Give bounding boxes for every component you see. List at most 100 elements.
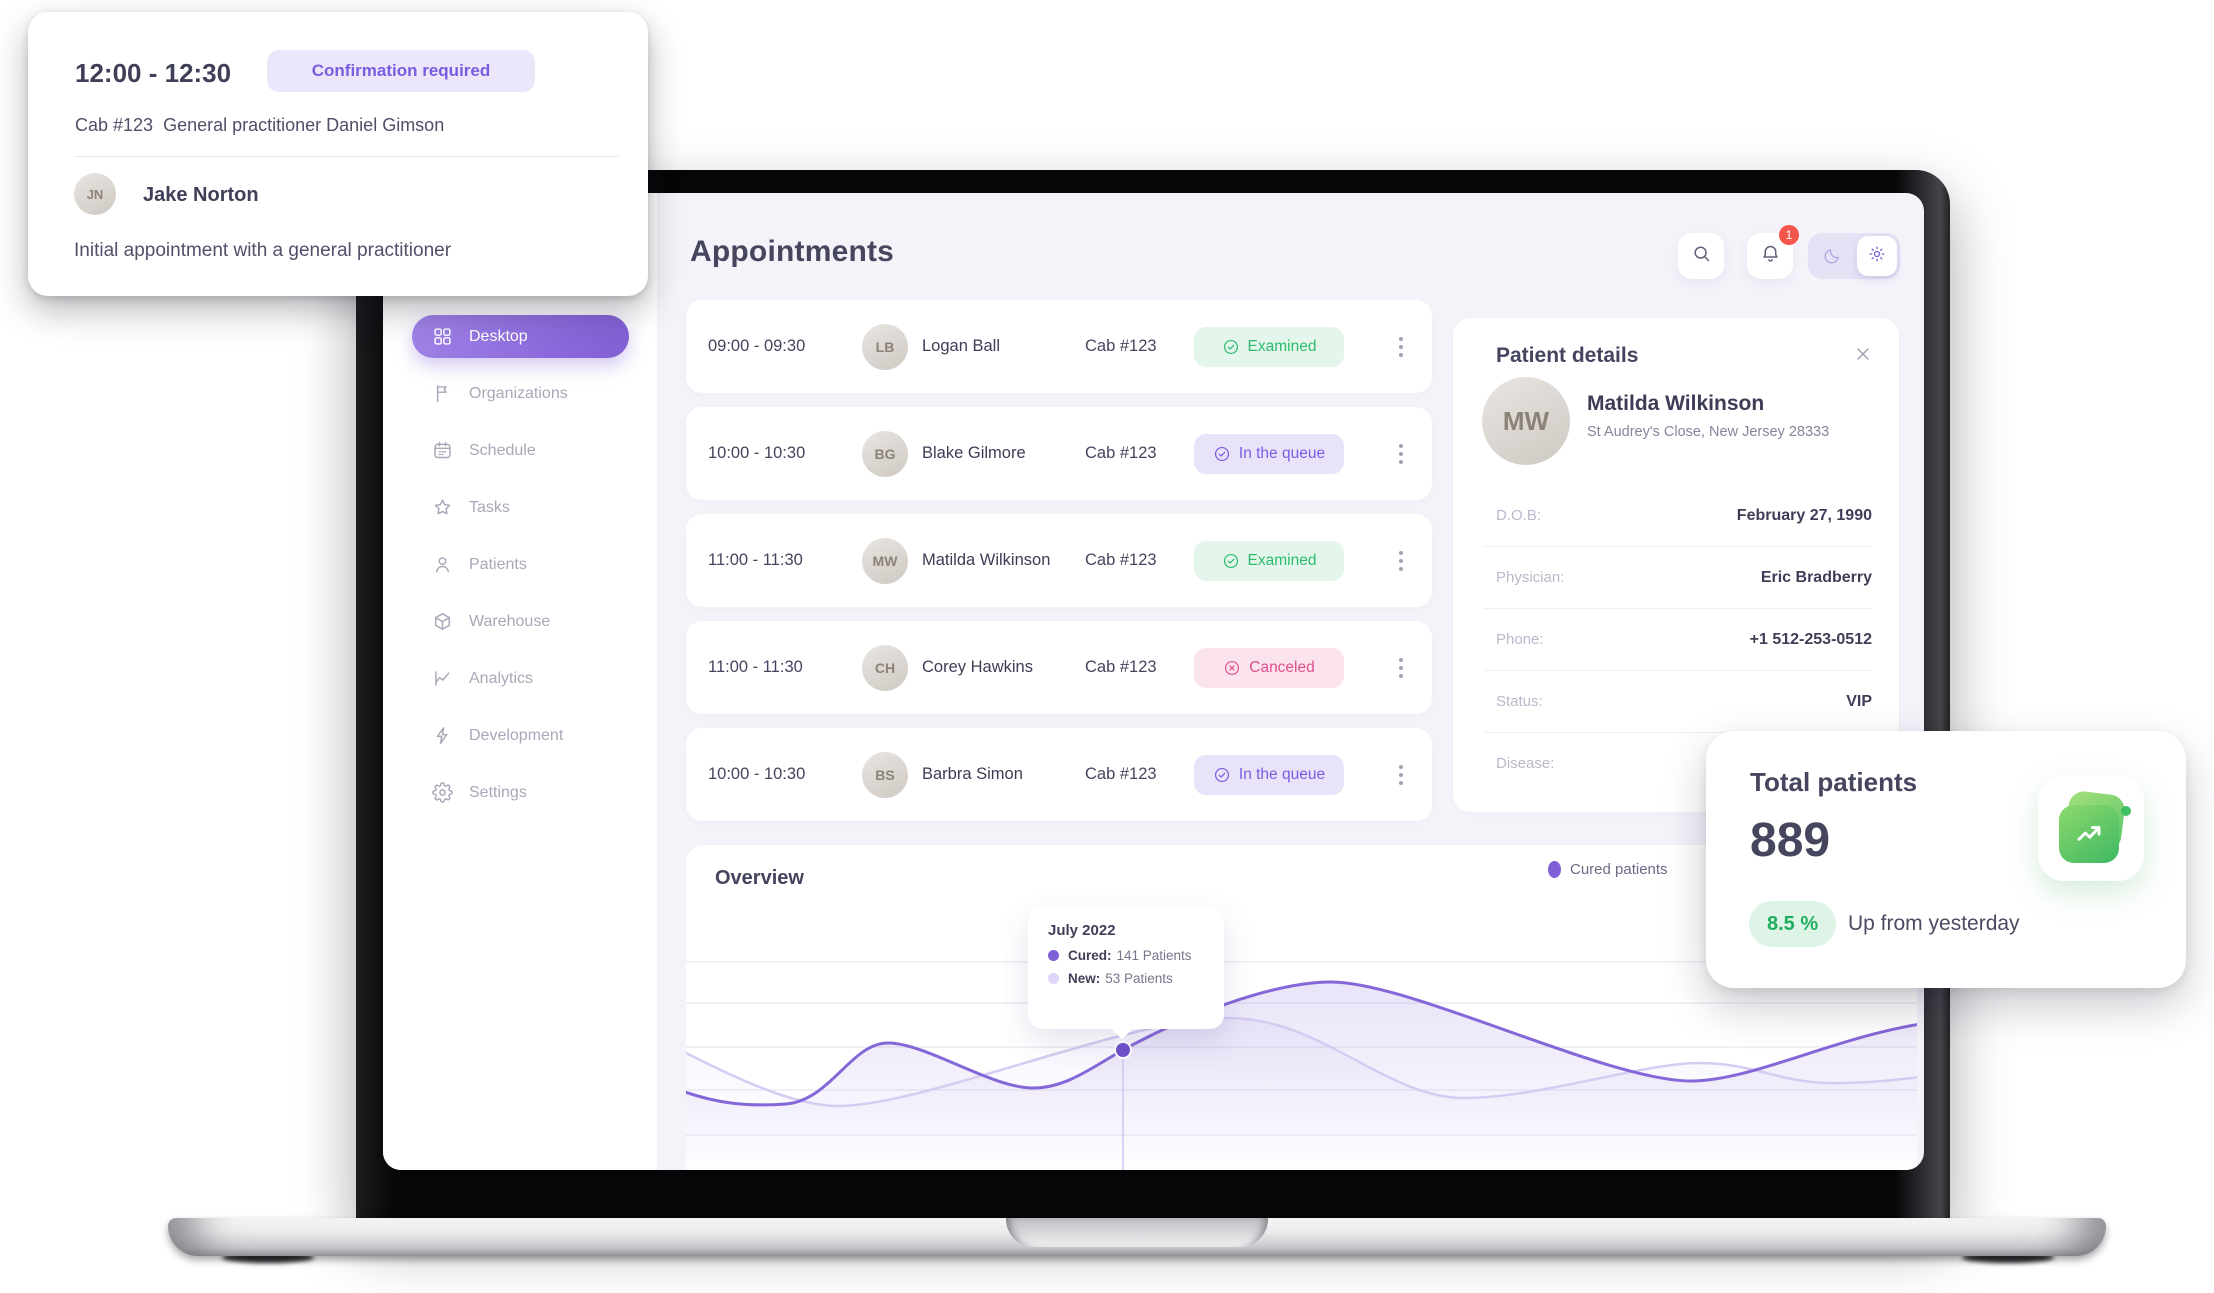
appointment-detail-card: 12:00 - 12:30 Confirmation required Cab … bbox=[28, 12, 648, 296]
cab-number: Cab #123 bbox=[1085, 658, 1157, 676]
sun-icon bbox=[1867, 244, 1887, 269]
sidebar-item-label: Desktop bbox=[469, 327, 528, 345]
flag-icon bbox=[432, 383, 453, 404]
check-circle-icon bbox=[1222, 338, 1240, 356]
sidebar-item-label: Settings bbox=[469, 783, 527, 801]
sidebar-item-patients[interactable]: Patients bbox=[383, 536, 657, 593]
patient-avatar: BG bbox=[862, 430, 908, 477]
patient-name: Barbra Simon bbox=[922, 765, 1023, 783]
patient-name: Corey Hawkins bbox=[922, 658, 1033, 676]
total-patients-card: Total patients 889 8.5 % Up from yesterd… bbox=[1706, 731, 2186, 988]
sidebar-item-label: Development bbox=[469, 726, 564, 744]
check-circle-icon bbox=[1213, 445, 1231, 463]
confirmation-badge: Confirmation required bbox=[267, 50, 535, 92]
laptop-foot bbox=[222, 1252, 314, 1263]
kebab-menu-icon[interactable] bbox=[1393, 545, 1409, 577]
appointment-time: 11:00 - 11:30 bbox=[708, 658, 803, 676]
sidebar-item-label: Analytics bbox=[469, 669, 534, 687]
grid-icon bbox=[432, 326, 453, 347]
search-icon bbox=[1691, 243, 1712, 269]
sidebar-item-label: Warehouse bbox=[469, 612, 551, 630]
calendar-icon bbox=[432, 440, 453, 461]
status-label: In the queue bbox=[1238, 765, 1326, 783]
appointment-time: 10:00 - 10:30 bbox=[708, 765, 806, 783]
check-circle-icon bbox=[1213, 766, 1231, 784]
sidebar-item-settings[interactable]: Settings bbox=[383, 764, 657, 821]
page-title: Appointments bbox=[690, 235, 895, 268]
chart-legend: Cured patients bbox=[1548, 861, 1668, 878]
sidebar-item-tasks[interactable]: Tasks bbox=[383, 479, 657, 536]
main-area: Appointments 1 bbox=[657, 193, 1924, 1170]
kebab-menu-icon[interactable] bbox=[1393, 759, 1409, 791]
field-value: February 27, 1990 bbox=[1736, 506, 1872, 524]
box-icon bbox=[432, 611, 453, 632]
status-label: Canceled bbox=[1249, 658, 1315, 676]
appointment-row[interactable]: 10:00 - 10:30 BG Blake Gilmore Cab #123 … bbox=[686, 407, 1432, 500]
appointment-location: Cab #123 General practitioner Daniel Gim… bbox=[75, 115, 444, 136]
sidebar-item-desktop[interactable]: Desktop bbox=[383, 308, 657, 365]
cab-number: Cab #123 bbox=[1085, 444, 1157, 462]
theme-toggle[interactable] bbox=[1808, 233, 1900, 279]
patient-field-row-status: Status: VIP bbox=[1483, 671, 1872, 733]
appointment-time: 10:00 - 10:30 bbox=[708, 444, 806, 462]
highlighted-point bbox=[1114, 1041, 1132, 1059]
cab-number: Cab #123 bbox=[75, 115, 154, 135]
star-icon bbox=[432, 497, 453, 518]
patient-field-row-d-o-b: D.O.B: February 27, 1990 bbox=[1483, 485, 1872, 547]
sidebar-item-schedule[interactable]: Schedule bbox=[383, 422, 657, 479]
sidebar-item-development[interactable]: Development bbox=[383, 707, 657, 764]
patient-name: Blake Gilmore bbox=[922, 444, 1026, 462]
status-badge: Examined bbox=[1194, 326, 1344, 367]
moon-icon[interactable] bbox=[1808, 247, 1854, 266]
cab-number: Cab #123 bbox=[1085, 337, 1157, 355]
sidebar-item-label: Tasks bbox=[469, 498, 510, 516]
field-value: VIP bbox=[1846, 692, 1872, 710]
patient-avatar: JN bbox=[74, 173, 116, 215]
legend-label: Cured patients bbox=[1570, 861, 1668, 878]
patient-field-row-phone: Phone: +1 512-253-0512 bbox=[1483, 609, 1872, 671]
kebab-menu-icon[interactable] bbox=[1393, 652, 1409, 684]
light-mode-button[interactable] bbox=[1857, 236, 1897, 276]
appointment-description: Initial appointment with a general pract… bbox=[74, 240, 452, 261]
total-patients-title: Total patients bbox=[1750, 767, 1918, 797]
patient-avatar: MW bbox=[1482, 377, 1570, 465]
bolt-icon bbox=[432, 725, 453, 746]
laptop-lid-notch bbox=[1006, 1218, 1268, 1247]
field-label: Disease: bbox=[1496, 755, 1555, 772]
sidebar-item-label: Patients bbox=[469, 555, 527, 573]
tooltip-dot bbox=[1048, 950, 1059, 961]
total-patients-value: 889 bbox=[1750, 814, 1831, 867]
appointment-time: 09:00 - 09:30 bbox=[708, 337, 806, 355]
legend-item-cured-patients: Cured patients bbox=[1548, 861, 1668, 878]
sidebar-item-organizations[interactable]: Organizations bbox=[383, 365, 657, 422]
kebab-menu-icon[interactable] bbox=[1393, 438, 1409, 470]
user-icon bbox=[432, 554, 453, 575]
header-actions: 1 bbox=[1678, 225, 1900, 279]
status-label: In the queue bbox=[1238, 444, 1326, 462]
notifications-button[interactable]: 1 bbox=[1747, 225, 1799, 279]
patient-avatar: CH bbox=[862, 644, 908, 691]
appointment-row[interactable]: 11:00 - 11:30 CH Corey Hawkins Cab #123 … bbox=[686, 621, 1432, 714]
appointment-row[interactable]: 10:00 - 10:30 BS Barbra Simon Cab #123 I… bbox=[686, 728, 1432, 821]
search-button[interactable] bbox=[1678, 233, 1724, 279]
laptop-foot bbox=[1962, 1252, 2054, 1263]
status-label: Examined bbox=[1247, 337, 1317, 355]
patient-avatar: BS bbox=[862, 751, 908, 798]
kebab-menu-icon[interactable] bbox=[1393, 331, 1409, 363]
dashboard: Desktop Organizations Schedule Tasks Pat… bbox=[383, 193, 1924, 1170]
appointment-time-range: 12:00 - 12:30 bbox=[75, 58, 232, 88]
delta-label: Up from yesterday bbox=[1848, 912, 2020, 935]
close-icon[interactable] bbox=[1853, 344, 1873, 364]
patient-address: St Audrey's Close, New Jersey 28333 bbox=[1587, 424, 1830, 440]
patient-name: Jake Norton bbox=[143, 184, 259, 206]
sidebar-item-warehouse[interactable]: Warehouse bbox=[383, 593, 657, 650]
appointment-row[interactable]: 09:00 - 09:30 LB Logan Ball Cab #123 Exa… bbox=[686, 300, 1432, 393]
field-label: Physician: bbox=[1496, 569, 1565, 586]
chart-icon bbox=[432, 668, 453, 689]
appointments-list: 09:00 - 09:30 LB Logan Ball Cab #123 Exa… bbox=[686, 300, 1432, 835]
appointment-row[interactable]: 11:00 - 11:30 MW Matilda Wilkinson Cab #… bbox=[686, 514, 1432, 607]
sidebar-item-analytics[interactable]: Analytics bbox=[383, 650, 657, 707]
panel-title: Patient details bbox=[1496, 344, 1639, 367]
gear-icon bbox=[432, 782, 453, 803]
